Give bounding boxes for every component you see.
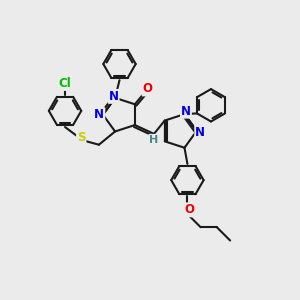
Text: Cl: Cl — [59, 77, 71, 90]
Text: S: S — [77, 131, 86, 144]
Text: N: N — [195, 126, 205, 139]
Text: N: N — [109, 90, 118, 103]
Text: N: N — [181, 105, 191, 118]
Text: O: O — [142, 82, 152, 95]
Text: O: O — [184, 203, 194, 216]
Text: N: N — [94, 108, 104, 121]
Text: H: H — [149, 135, 159, 145]
